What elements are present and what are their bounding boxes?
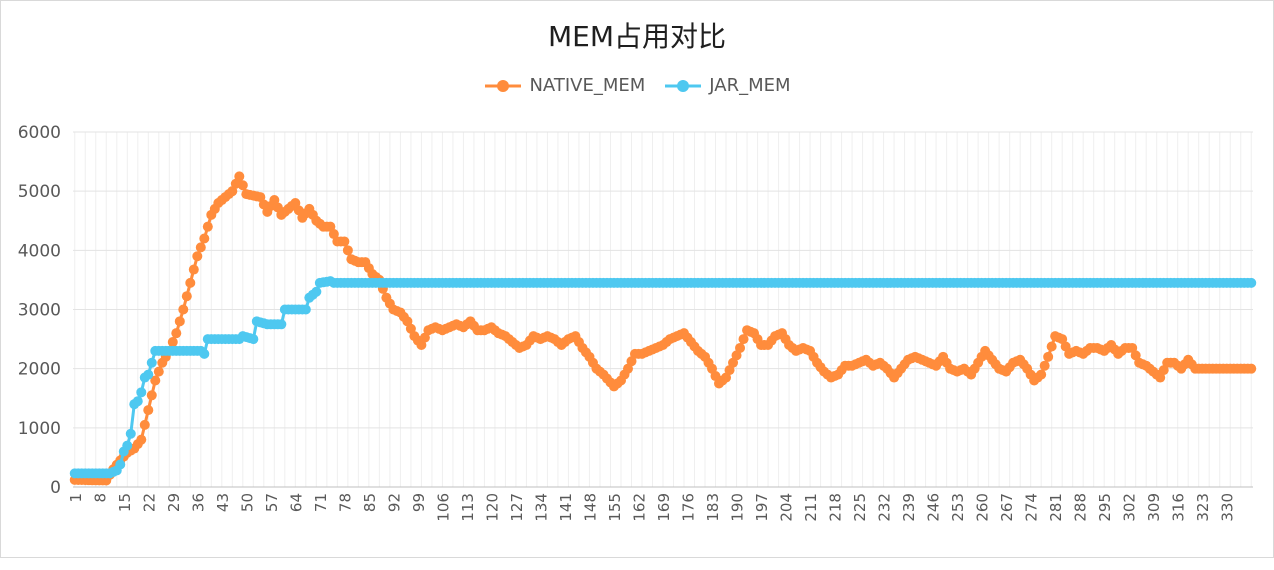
x-tick-label: 1 [67,493,85,503]
x-tick-label: 274 [1023,493,1041,522]
data-point-native-mem [185,278,195,288]
data-point-jar-mem [311,287,321,297]
data-point-jar-mem [136,387,146,397]
data-point-jar-mem [248,334,258,344]
data-point-native-mem [199,234,209,244]
data-point-native-mem [189,265,199,275]
x-tick-label: 113 [459,493,477,522]
data-point-native-mem [343,245,353,255]
data-point-jar-mem [276,319,286,329]
x-tick-label: 190 [729,493,747,522]
x-tick-label: 134 [532,493,550,522]
x-tick-label: 106 [434,493,452,522]
data-point-native-mem [136,435,146,445]
x-tick-label: 141 [557,493,575,522]
chart-container: MEM占用对比 NATIVE_MEM JAR_MEM 0 1000 2000 3000… [0,0,1274,558]
data-point-native-mem [168,337,178,347]
x-tick-label: 330 [1219,493,1237,522]
x-tick-label: 218 [827,493,845,522]
x-tick-label: 64 [287,493,305,512]
x-tick-label: 211 [802,493,820,522]
data-point-native-mem [238,180,248,190]
y-tick-label: 5000 [18,182,61,202]
y-tick-label: 2000 [18,360,61,380]
data-point-native-mem [735,343,745,353]
data-point-native-mem [143,405,153,415]
data-point-jar-mem [133,396,143,406]
data-point-native-mem [178,305,188,315]
data-point-native-mem [175,316,185,326]
y-tick-label: 1000 [18,419,61,439]
x-tick-label: 78 [336,493,354,512]
x-tick-label: 239 [900,493,918,522]
data-point-jar-mem [301,305,311,315]
x-tick-label: 22 [140,493,158,512]
x-tick-label: 281 [1047,493,1065,522]
data-point-native-mem [1043,352,1053,362]
x-tick-label: 127 [508,493,526,522]
x-tick-label: 253 [949,493,967,522]
data-point-jar-mem [143,370,153,380]
x-tick-label: 92 [385,493,403,512]
data-point-jar-mem [115,460,125,470]
data-point-native-mem [154,367,164,377]
data-point-jar-mem [126,429,136,439]
data-point-jar-mem [199,349,209,359]
data-point-native-mem [203,222,213,232]
x-tick-label: 323 [1194,493,1212,522]
x-tick-label: 43 [214,493,232,512]
x-tick-label: 8 [91,493,109,503]
x-tick-label: 85 [361,493,379,512]
data-point-native-mem [1036,370,1046,380]
data-point-native-mem [1246,364,1256,374]
x-tick-label: 155 [606,493,624,522]
data-point-native-mem [1040,361,1050,371]
x-tick-label: 36 [189,493,207,512]
x-tick-label: 316 [1170,493,1188,522]
data-point-jar-mem [1246,278,1256,288]
data-point-native-mem [739,334,749,344]
x-tick-label: 148 [581,493,599,522]
data-point-native-mem [182,291,192,301]
data-point-native-mem [234,171,244,181]
x-tick-label: 295 [1096,493,1114,522]
x-tick-label: 15 [116,493,134,512]
x-tick-label: 246 [925,493,943,522]
x-tick-label: 57 [263,493,281,512]
data-point-native-mem [196,242,206,252]
x-tick-label: 176 [680,493,698,522]
y-tick-label: 0 [50,478,61,498]
x-tick-label: 232 [876,493,894,522]
data-point-native-mem [339,236,349,246]
data-point-native-mem [1047,341,1057,351]
x-tick-label: 162 [630,493,648,522]
x-tick-label: 288 [1072,493,1090,522]
data-point-jar-mem [147,358,157,368]
data-point-native-mem [192,251,202,261]
x-tick-label: 260 [974,493,992,522]
data-point-jar-mem [122,441,132,451]
data-point-native-mem [147,390,157,400]
x-tick-label: 309 [1145,493,1163,522]
data-point-native-mem [171,328,181,338]
x-tick-label: 267 [998,493,1016,522]
x-tick-label: 169 [655,493,673,522]
x-tick-label: 71 [312,493,330,512]
data-point-native-mem [140,420,150,430]
y-tick-label: 6000 [18,123,61,143]
x-tick-label: 197 [753,493,771,522]
x-tick-label: 204 [778,493,796,522]
y-tick-label: 3000 [18,301,61,321]
x-tick-label: 29 [165,493,183,512]
y-tick-label: 4000 [18,241,61,261]
line-chart: 0 1000 2000 3000 4000 5000 6000 1 8 15 22 29 36 43 50 5… [1,1,1273,557]
x-tick-label: 225 [851,493,869,522]
x-tick-label: 50 [238,493,256,512]
x-tick-label: 302 [1121,493,1139,522]
x-tick-label: 183 [704,493,722,522]
x-tick-label: 120 [483,493,501,522]
x-tick-label: 99 [410,493,428,512]
